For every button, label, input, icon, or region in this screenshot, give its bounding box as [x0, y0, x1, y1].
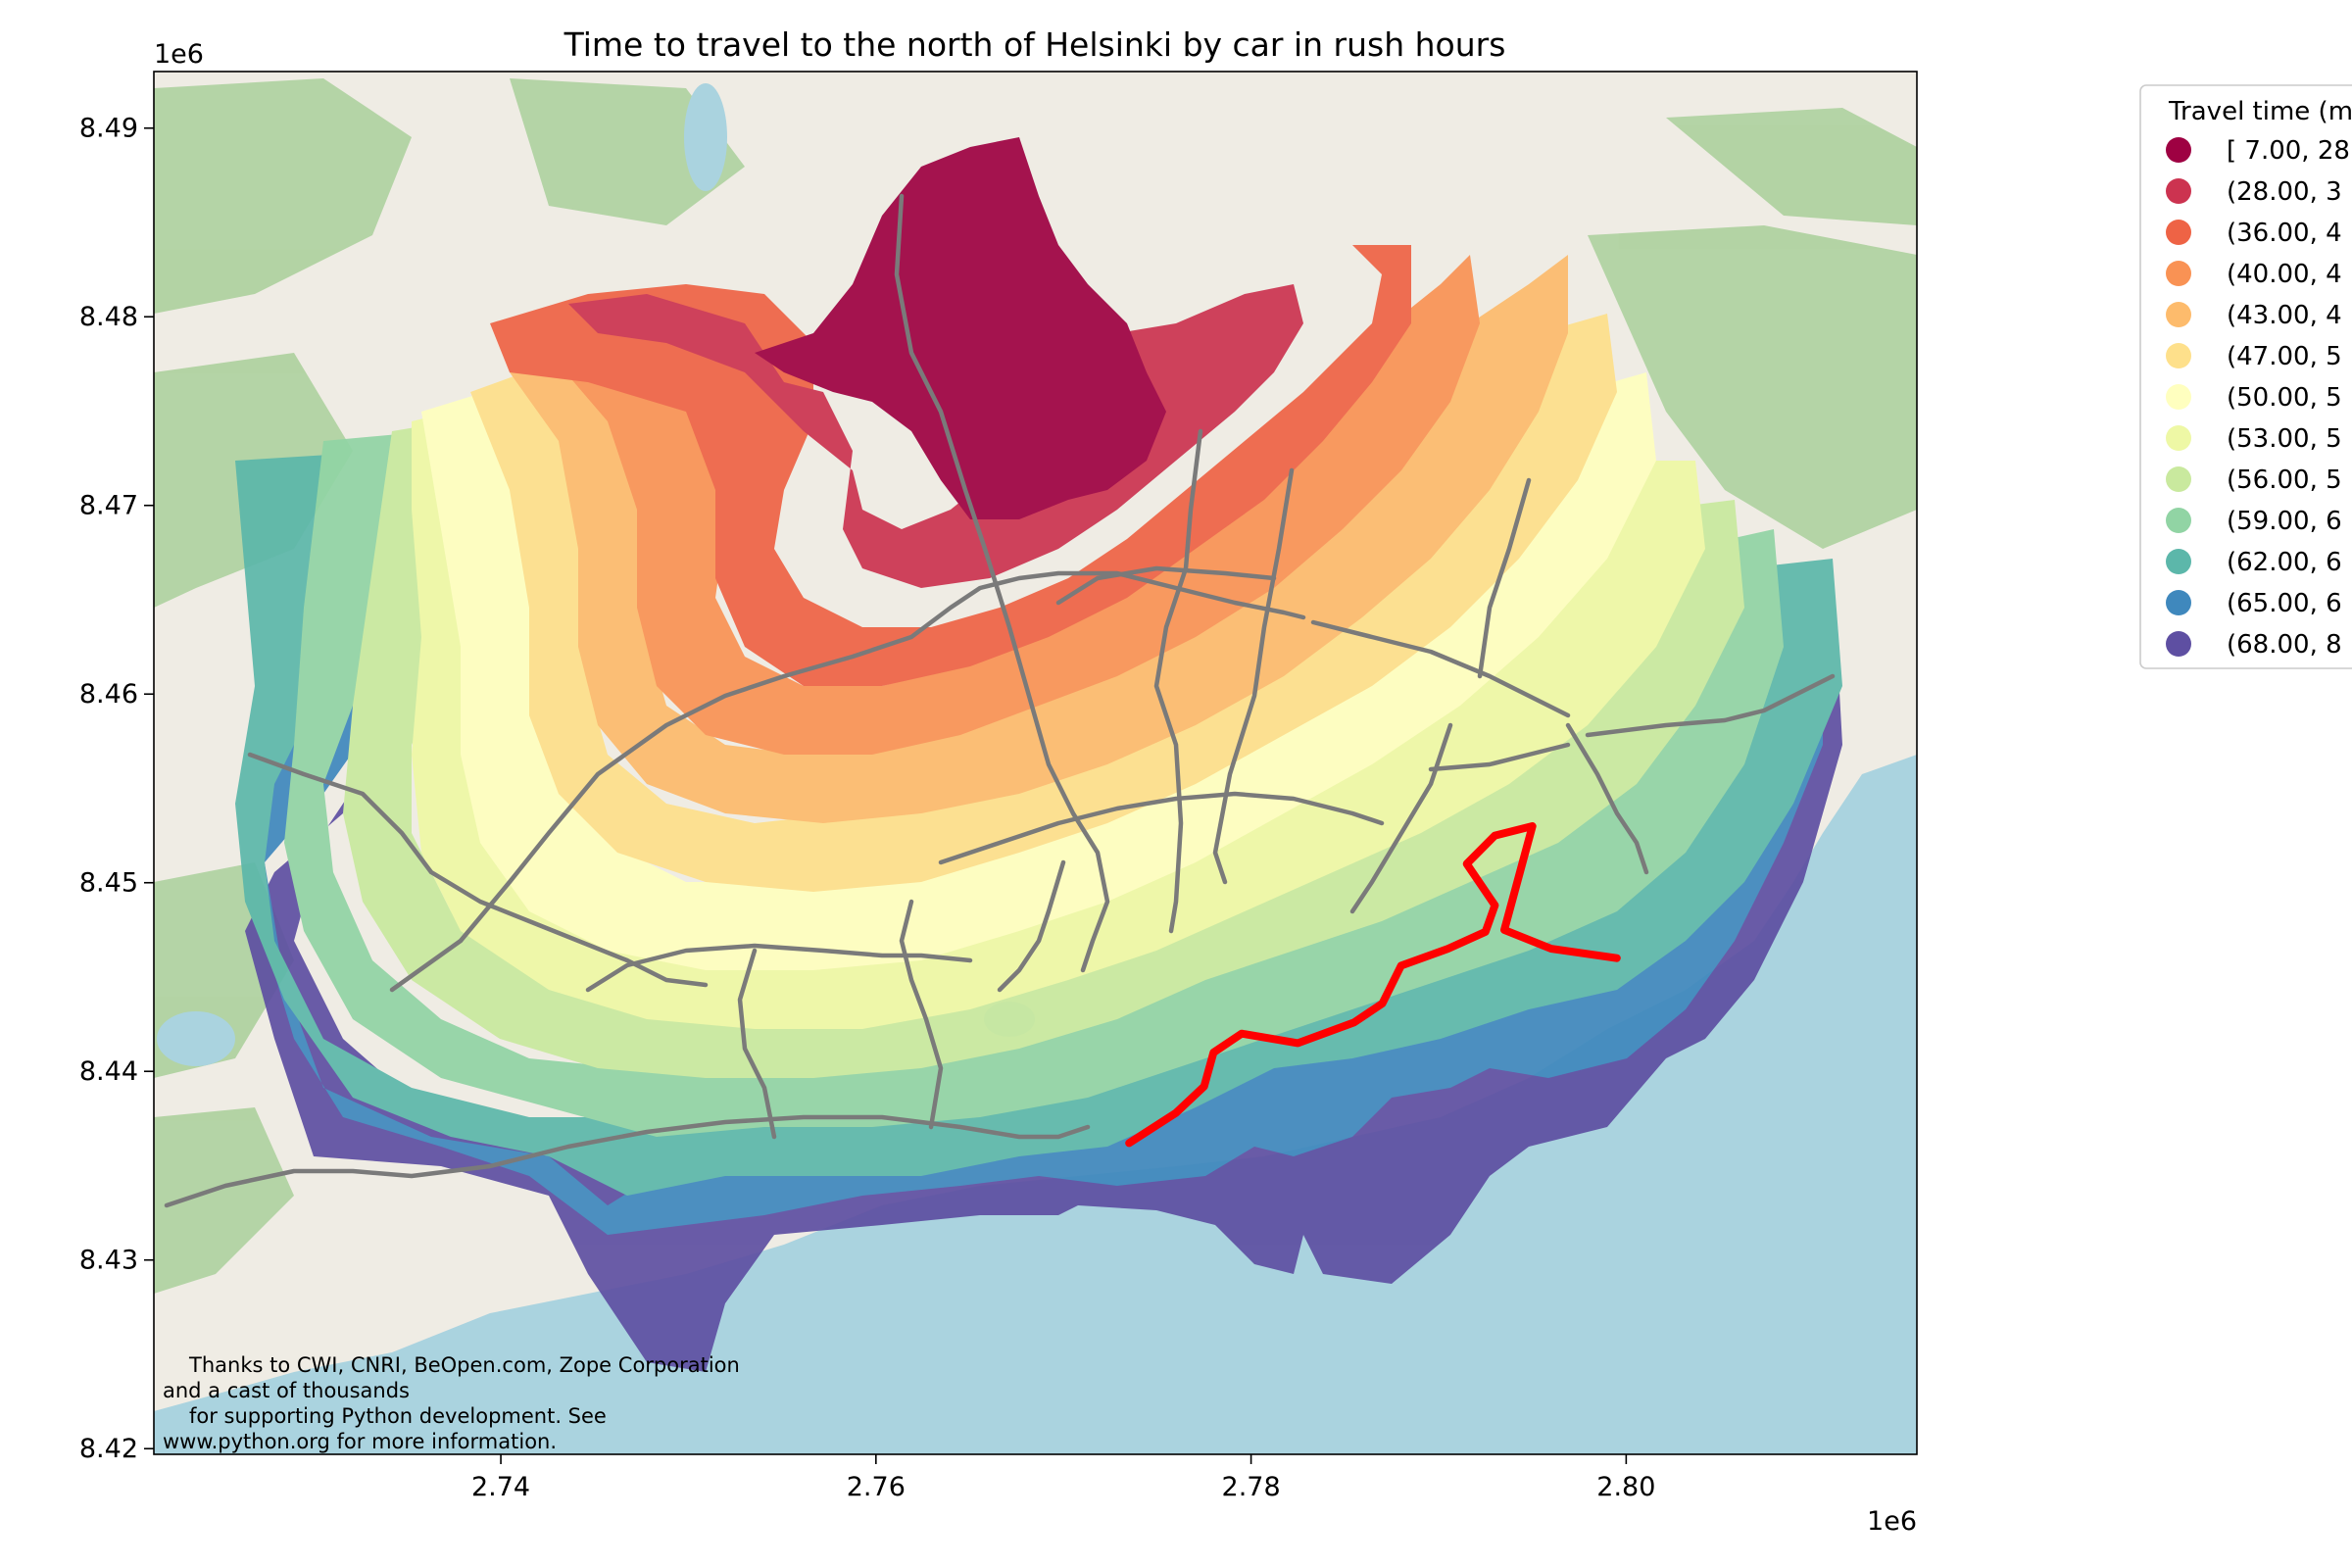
x-tick-label: 2.76	[847, 1472, 906, 1502]
legend-swatch	[2166, 631, 2191, 657]
motorway-main-north	[894, 193, 1110, 973]
legend-label: (40.00, 4	[2227, 260, 2342, 289]
legend-swatch	[2166, 137, 2191, 163]
legend-swatch	[2166, 590, 2191, 615]
motorways	[164, 193, 1836, 1208]
legend-swatch	[2166, 261, 2191, 286]
x-offset-label: 1e6	[1867, 1506, 1917, 1537]
legend-entry: (28.00, 3	[2166, 177, 2342, 207]
x-tick-label: 2.74	[471, 1472, 530, 1502]
y-tick-label: 8.47	[79, 491, 138, 521]
legend-label: (43.00, 4	[2227, 301, 2342, 330]
legend-entry: (59.00, 6	[2166, 507, 2342, 536]
motorway-central-south	[899, 899, 944, 1130]
legend-entry: (40.00, 4	[2166, 260, 2342, 289]
legend-entry: (43.00, 4	[2166, 301, 2342, 330]
y-tick-label: 8.46	[79, 679, 138, 710]
motorway-east-link	[1428, 742, 1571, 772]
y-offset-label: 1e6	[154, 39, 204, 70]
y-tick-label: 8.49	[79, 114, 138, 144]
legend-swatch	[2166, 220, 2191, 245]
attribution-line-2: and a cast of thousands	[163, 1379, 410, 1402]
motorway-north-east-branch	[1212, 467, 1295, 885]
motorway-east-ring	[1055, 565, 1277, 606]
motorway-north-east	[1477, 477, 1532, 679]
x-tick-label: 2.80	[1596, 1472, 1655, 1502]
legend-label: (28.00, 3	[2227, 177, 2342, 207]
legend-entry: (68.00, 8	[2166, 630, 2342, 660]
legend-label: (65.00, 6	[2227, 589, 2342, 618]
legend-entry: (56.00, 5	[2166, 466, 2342, 495]
axes-frame	[153, 71, 1918, 1455]
motorway-central-ring	[938, 791, 1385, 865]
motorway-west	[247, 752, 709, 988]
map-attribution: Thanks to CWI, CNRI, BeOpen.com, Zope Co…	[163, 1353, 740, 1453]
legend-label: (56.00, 5	[2227, 466, 2342, 495]
y-tick-label: 8.43	[79, 1246, 138, 1276]
legend-entry: (62.00, 6	[2166, 548, 2342, 577]
zone-65-68	[265, 510, 1823, 1235]
legend-swatch	[2166, 466, 2191, 492]
zone-56-59	[343, 412, 1744, 1078]
legend-swatch	[2166, 549, 2191, 574]
legend-entries: [ 7.00, 28 (28.00, 3 (36.00, 4 (40.00, 4 (43…	[2166, 136, 2350, 660]
legend-swatch	[2166, 178, 2191, 204]
legend-swatch	[2166, 302, 2191, 327]
legend-label: (68.00, 8	[2227, 630, 2342, 660]
motorway-south-link	[997, 859, 1066, 993]
legend-label: (36.00, 4	[2227, 219, 2342, 248]
motorway-ring-road-north-east	[1310, 619, 1571, 718]
legend-swatch	[2166, 343, 2191, 368]
attribution-line-4: www.python.org for more information.	[163, 1430, 557, 1453]
motorway-north-west	[1153, 428, 1203, 934]
legend-label: [ 7.00, 28	[2227, 136, 2350, 166]
attribution-line-1: Thanks to CWI, CNRI, BeOpen.com, Zope Co…	[188, 1353, 740, 1377]
legend-entry: (65.00, 6	[2166, 589, 2342, 618]
plot-area	[154, 72, 1917, 1454]
legend-entry: (53.00, 5	[2166, 424, 2342, 454]
travel-time-zones	[235, 137, 1842, 1372]
legend-swatch	[2166, 508, 2191, 533]
y-axis-ticks: 8.42 8.43 8.44 8.45 8.46 8.47 8.48 8.49	[79, 114, 154, 1464]
zone-43-47	[510, 255, 1568, 823]
legend-entry: [ 7.00, 28	[2166, 136, 2350, 166]
motorway-ring-road-north	[389, 570, 1306, 993]
highlighted-route	[1125, 822, 1621, 1148]
legend-entry: (47.00, 5	[2166, 342, 2342, 371]
y-tick-label: 8.45	[79, 868, 138, 899]
x-tick-label: 2.78	[1222, 1472, 1281, 1502]
legend-swatch	[2166, 425, 2191, 451]
y-tick-label: 8.48	[79, 302, 138, 332]
motorway-ring-east-spur	[1585, 673, 1836, 738]
zone-7-28	[755, 137, 1166, 519]
legend-label: (50.00, 5	[2227, 383, 2342, 413]
legend-label: (53.00, 5	[2227, 424, 2342, 454]
legend-title: Travel time (m	[2168, 97, 2352, 126]
motorway-coastal-west	[164, 1114, 1091, 1208]
legend-box	[2139, 84, 2352, 669]
legend-label: (47.00, 5	[2227, 342, 2342, 371]
legend-entry: (50.00, 5	[2166, 383, 2342, 413]
zone-68-80	[245, 495, 1842, 1372]
y-tick-label: 8.42	[79, 1434, 138, 1464]
zone-62-65	[235, 451, 1842, 1196]
legend-entry: (36.00, 4	[2166, 219, 2342, 248]
legend-label: (59.00, 6	[2227, 507, 2342, 536]
y-tick-label: 8.44	[79, 1056, 138, 1087]
motorway-east-south	[1565, 722, 1649, 875]
attribution-line-3: for supporting Python development. See	[189, 1404, 607, 1428]
motorway-east-diagonal	[1349, 722, 1453, 914]
motorway-west-south	[737, 948, 777, 1140]
legend-label: (62.00, 6	[2227, 548, 2342, 577]
legend-swatch	[2166, 384, 2191, 410]
legend: Travel time (m [ 7.00, 28 (28.00, 3 (36.00…	[2139, 84, 2352, 669]
x-axis-ticks: 2.74 2.76 2.78 2.80	[471, 1454, 1655, 1502]
chart-title: Time to travel to the north of Helsinki …	[564, 25, 1506, 64]
